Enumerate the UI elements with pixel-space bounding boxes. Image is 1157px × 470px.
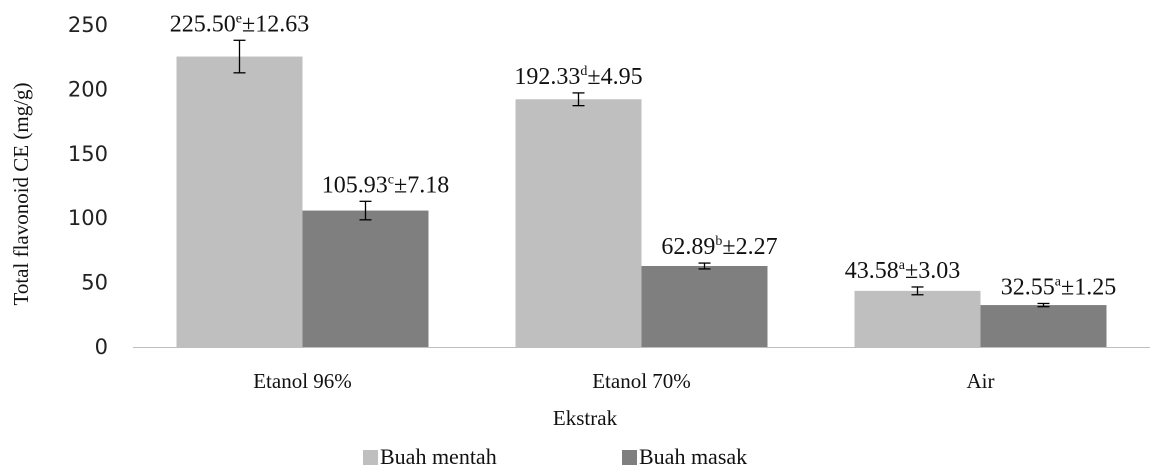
legend-swatch	[363, 450, 378, 465]
y-tick-label: 250	[68, 13, 108, 37]
x-tick-label: Etanol 96%	[253, 369, 352, 393]
error-bar	[911, 286, 924, 296]
bar-buah-mentah	[515, 99, 642, 347]
error-bar	[233, 39, 246, 74]
data-label-error: ±2.27	[722, 234, 777, 260]
data-label-error: ±3.03	[905, 258, 960, 284]
y-axis-title: Total flavonoid CE (mg/g)	[9, 82, 33, 305]
x-tick-label: Air	[967, 369, 995, 393]
data-label-error: ±1.25	[1061, 274, 1116, 300]
bar-buah-masak	[302, 210, 429, 347]
data-label-superscript: a	[899, 258, 906, 273]
error-bar	[698, 262, 711, 270]
data-label-error: ±7.18	[394, 172, 449, 198]
error-bar	[572, 92, 585, 107]
error-bar	[1037, 302, 1050, 308]
legend-item: Buah mentah	[363, 444, 497, 469]
data-label: 192.33d±4.95	[514, 64, 642, 90]
data-label-value: 192.33	[514, 64, 580, 90]
y-axis-ticks: 0 50 100 150 200 250	[68, 13, 108, 359]
legend-item: Buah masak	[622, 444, 747, 469]
data-labels: 225.50e±12.63 105.93c±7.18 192.33d±4.95 62.…	[170, 11, 1116, 300]
data-label-superscript: c	[388, 172, 394, 187]
data-label-value: 62.89	[661, 234, 715, 260]
data-label-error: ±4.95	[587, 64, 642, 90]
legend-label: Buah masak	[639, 444, 747, 469]
data-label-value: 43.58	[845, 258, 899, 284]
bars	[176, 56, 1107, 347]
legend-swatch	[622, 450, 637, 465]
data-label-value: 225.50	[170, 11, 236, 37]
y-tick-label: 100	[68, 206, 108, 230]
data-label: 32.55a±1.25	[1001, 274, 1116, 300]
bar-buah-mentah	[176, 56, 303, 347]
data-label-superscript: a	[1055, 274, 1062, 289]
data-label-superscript: b	[715, 234, 722, 249]
data-label-error: ±12.63	[242, 11, 309, 37]
data-label: 62.89b±2.27	[661, 234, 777, 260]
data-label: 105.93c±7.18	[322, 172, 449, 198]
legend-label: Buah mentah	[380, 444, 497, 469]
error-bar	[359, 200, 372, 221]
bar-buah-mentah	[854, 290, 981, 347]
error-bars	[233, 39, 1050, 308]
y-tick-label: 150	[68, 142, 108, 166]
data-label: 43.58a±3.03	[845, 258, 960, 284]
y-tick-label: 50	[81, 271, 108, 295]
category-labels: Etanol 96% Etanol 70% Air	[253, 369, 994, 393]
y-tick-label: 0	[95, 335, 108, 359]
data-label-superscript: e	[236, 11, 242, 26]
data-label: 225.50e±12.63	[170, 11, 309, 37]
x-axis-title: Ekstrak	[553, 406, 618, 430]
data-label-superscript: d	[580, 64, 587, 79]
legend: Buah mentah Buah masak	[363, 444, 747, 469]
y-tick-label: 200	[68, 77, 108, 101]
bar-buah-masak	[980, 305, 1107, 347]
bar-buah-masak	[641, 265, 768, 347]
data-label-value: 105.93	[322, 172, 388, 198]
data-label-value: 32.55	[1001, 274, 1055, 300]
x-tick-label: Etanol 70%	[592, 369, 691, 393]
